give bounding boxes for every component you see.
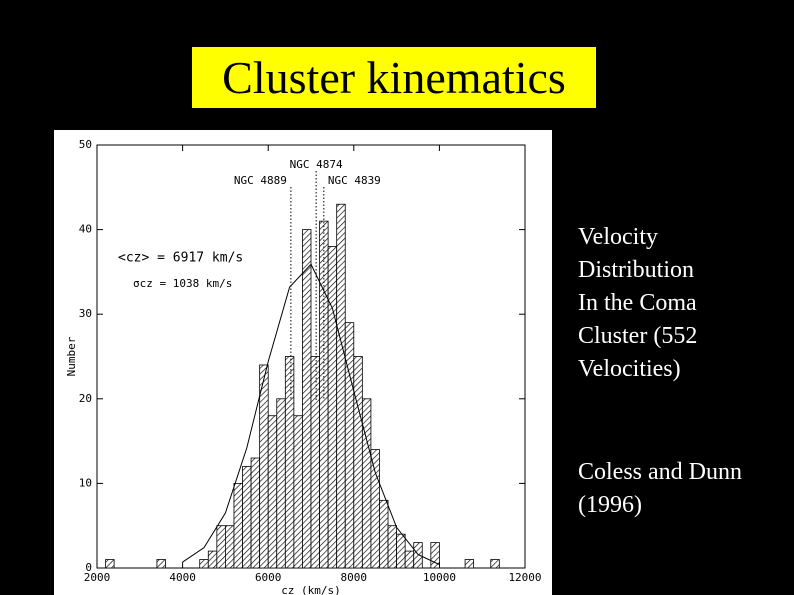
bar [396, 533, 406, 569]
y-tick-label: 50 [79, 138, 92, 151]
bar [284, 356, 295, 569]
bar [267, 415, 278, 569]
marker-label: NGC 4874 [290, 158, 343, 171]
bar [276, 398, 286, 569]
caption-line: In the Coma [578, 290, 697, 316]
bar [490, 559, 500, 569]
bar [105, 559, 115, 569]
x-tick-label: 10000 [423, 571, 456, 584]
bar [413, 542, 423, 569]
x-tick-label: 6000 [255, 571, 282, 584]
bar [259, 364, 269, 569]
fit-curve [182, 263, 440, 566]
bar [430, 542, 440, 569]
bar [379, 499, 389, 569]
bar [344, 322, 355, 569]
bar [242, 466, 252, 569]
marker-label: NGC 4839 [328, 174, 381, 187]
bar [302, 229, 312, 569]
y-tick-label: 20 [79, 392, 92, 405]
slide-title: Cluster kinematics [192, 47, 596, 108]
bar [387, 525, 398, 569]
bar [207, 550, 218, 569]
bar [370, 449, 380, 569]
bar [224, 525, 235, 569]
marker-label: NGC 4889 [234, 174, 287, 187]
x-tick-label: 12000 [508, 571, 541, 584]
credit-line: Coless and Dunn [578, 459, 742, 485]
credit: Coless and Dunn (1996) [578, 456, 742, 522]
bar [353, 356, 363, 569]
caption-line: Distribution [578, 257, 695, 283]
caption-line: Velocities) [578, 356, 681, 382]
annotation: <cz> = 6917 km/s [118, 251, 243, 266]
bar [310, 356, 320, 569]
y-tick-label: 30 [79, 307, 92, 320]
annotation: σcz = 1038 km/s [133, 277, 232, 290]
caption-line: Cluster (552 [578, 323, 698, 349]
y-axis-label: Number [65, 336, 78, 376]
credit-line: (1996) [578, 492, 642, 518]
bar [293, 415, 303, 569]
y-tick-label: 10 [79, 476, 92, 489]
caption-line: Velocity [578, 224, 658, 250]
y-tick-label: 40 [79, 223, 92, 236]
bar [464, 559, 475, 569]
y-tick-label: 0 [85, 561, 92, 574]
caption: Velocity Distribution In the Coma Cluster (… [578, 221, 697, 386]
x-axis-label: cz (km/s) [281, 584, 341, 595]
bar [233, 482, 243, 569]
bar [361, 398, 372, 569]
x-tick-label: 2000 [84, 571, 111, 584]
bar [156, 559, 166, 569]
bar [250, 457, 261, 569]
bar [404, 550, 415, 569]
bar [336, 203, 346, 569]
x-tick-label: 4000 [169, 571, 196, 584]
bar [216, 525, 226, 569]
bar [199, 559, 209, 569]
bar [327, 246, 338, 569]
x-tick-label: 8000 [341, 571, 368, 584]
